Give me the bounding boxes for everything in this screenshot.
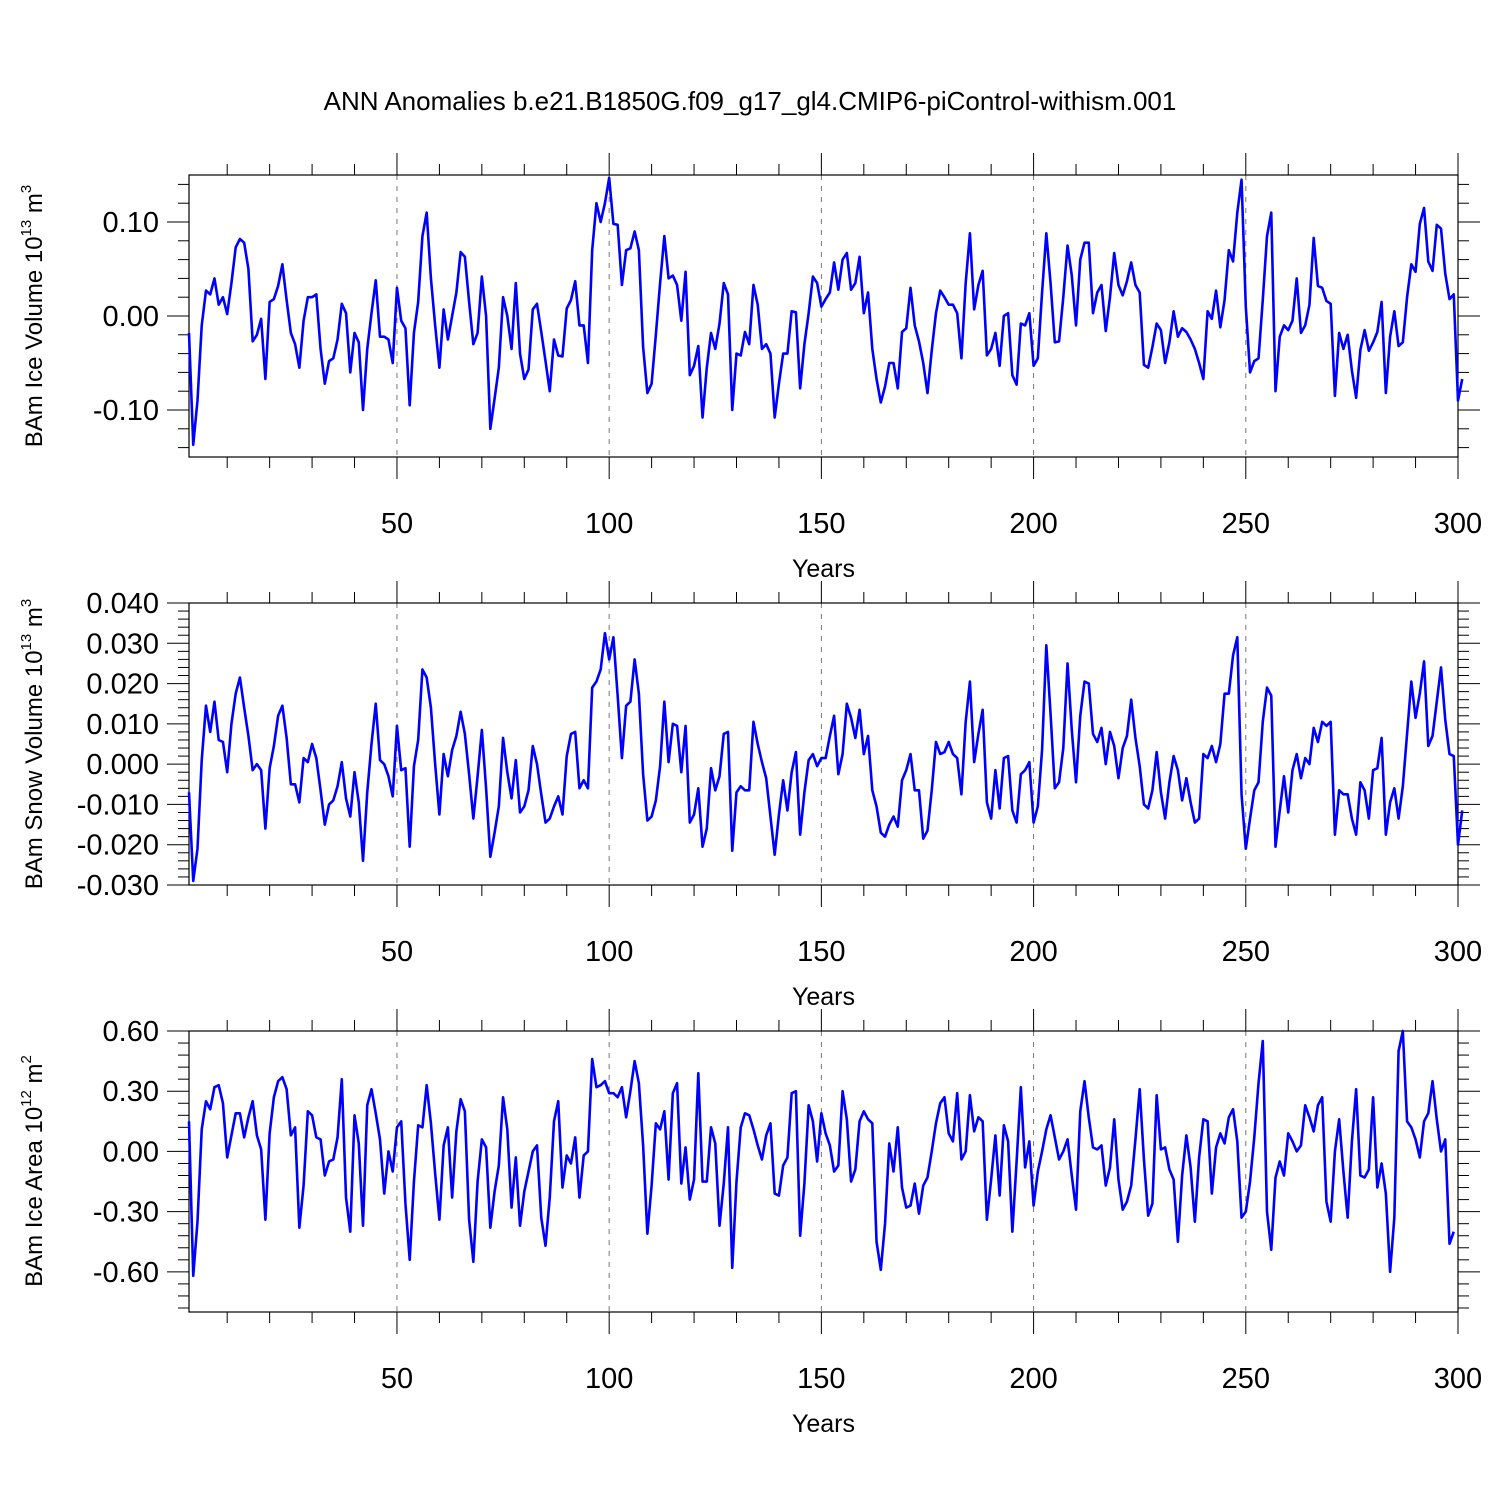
x-tick-label: 150 (797, 1363, 845, 1395)
y-tick-label: 0.020 (86, 669, 159, 701)
y-tick-label: -0.30 (93, 1197, 159, 1229)
y-tick-label: 0.60 (103, 1016, 159, 1048)
y-tick-label: 0.030 (86, 628, 159, 660)
y-axis-label-ylabel-exp: 12 (18, 1090, 35, 1107)
y-axis-label-ylabel-unit: m (21, 1063, 48, 1090)
x-axis-label: Years (792, 983, 855, 1011)
x-tick-label: 300 (1434, 1363, 1482, 1395)
x-tick-label: 50 (381, 508, 413, 540)
series-line (187, 631, 1464, 883)
y-tick-label: -0.60 (93, 1257, 159, 1289)
y-tick-label: 0.00 (103, 1136, 159, 1168)
y-tick-label: -0.010 (77, 789, 159, 821)
x-tick-label: 250 (1222, 508, 1270, 540)
y-axis-label-ylabel: BAm Snow Volume 10 (21, 650, 48, 889)
x-tick-label: 100 (585, 1363, 633, 1395)
x-tick-label: 150 (797, 508, 845, 540)
x-tick-label: 300 (1434, 508, 1482, 540)
chart-panel-3: 0.60 0.30 0.00 -0.30 -0.60 50 100 150 200 250 300 Y… (18, 1009, 1482, 1438)
chart-panel-2: 0.040 0.030 0.020 0.010 0.000 -0.010 -0.020 -0.… (18, 581, 1482, 1011)
y-axis-label-ylabel-exp: 13 (18, 220, 35, 237)
y-axis-label: BAm Snow Volume 1013 m3 (18, 599, 48, 890)
y-axis-label-ylabel-unit-exp: 3 (18, 599, 35, 607)
chart-title: ANN Anomalies b.e21.B1850G.f09_g17_gl4.C… (323, 86, 1177, 116)
x-tick-label: 250 (1222, 1363, 1270, 1395)
y-axis-label-ylabel-unit-exp: 2 (18, 1055, 35, 1063)
y-tick-label: -0.020 (77, 830, 159, 862)
series-line (187, 176, 1464, 447)
x-tick-label: 150 (797, 936, 845, 968)
y-tick-label: 0.010 (86, 709, 159, 741)
y-axis-label-ylabel-unit: m (21, 193, 48, 220)
y-tick-label: 0.000 (86, 749, 159, 781)
x-tick-label: 100 (585, 936, 633, 968)
plot-frame (188, 602, 1459, 886)
y-axis-label: BAm Ice Area 1012 m2 (18, 1055, 48, 1287)
y-axis-label-ylabel-unit-exp: 3 (18, 185, 35, 193)
y-tick-label: -0.10 (93, 395, 159, 427)
y-axis-label-ylabel: BAm Ice Volume 10 (21, 236, 48, 447)
x-tick-label: 200 (1009, 936, 1057, 968)
x-tick-label: 250 (1222, 936, 1270, 968)
y-tick-label: -0.030 (77, 870, 159, 902)
y-tick-label: 0.00 (103, 301, 159, 333)
series-line (187, 1029, 1455, 1278)
y-axis-label: BAm Ice Volume 1013 m3 (18, 185, 48, 447)
x-tick-label: 50 (381, 1363, 413, 1395)
plot-frame (188, 1030, 1459, 1313)
x-axis-label: Years (792, 1410, 855, 1438)
x-tick-label: 100 (585, 508, 633, 540)
x-tick-label: 50 (381, 936, 413, 968)
x-axis-label: Years (792, 555, 855, 583)
y-tick-label: 0.10 (103, 207, 159, 239)
chart-panel-1: 0.10 0.00 -0.10 50 100 150 200 250 300 Years BAm I… (18, 153, 1482, 583)
x-tick-label: 200 (1009, 508, 1057, 540)
x-tick-label: 300 (1434, 936, 1482, 968)
y-axis-label-ylabel: BAm Ice Area 10 (21, 1107, 48, 1287)
y-axis-label-ylabel-unit: m (21, 607, 48, 634)
y-tick-label: 0.30 (103, 1076, 159, 1108)
y-tick-label: 0.040 (86, 588, 159, 620)
y-axis-label-ylabel-exp: 13 (18, 634, 35, 651)
x-tick-label: 200 (1009, 1363, 1057, 1395)
